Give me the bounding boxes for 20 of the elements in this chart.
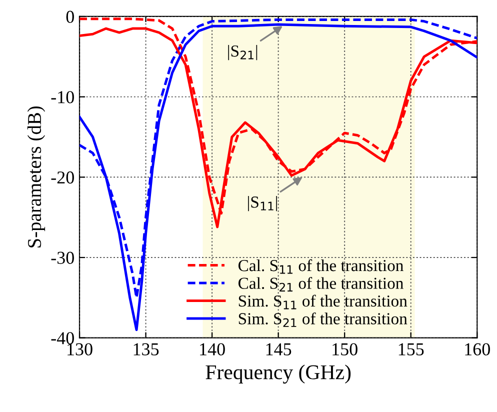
x-tick-label: 135	[134, 343, 159, 356]
y-tick-label: -30	[51, 252, 74, 264]
legend-label: Cal. S$_{11}$ of the transition	[238, 259, 404, 274]
x-tick-label: 155	[398, 343, 424, 356]
y-axis-title: S-parameters (dB)	[27, 106, 46, 248]
x-axis-title: Frequency (GHz)	[206, 364, 351, 384]
x-tick-label: 145	[266, 343, 292, 356]
annotation: |S$_{21}$|	[228, 44, 258, 60]
legend-label: Sim. S$_{21}$ of the transition	[238, 312, 408, 327]
x-tick-label: 130	[68, 343, 92, 356]
x-tick-label: 160	[465, 343, 490, 356]
y-tick-label: -20	[51, 171, 74, 184]
y-tick-label: -10	[51, 91, 74, 104]
legend-label: Cal. S$_{21}$ of the transition	[238, 277, 404, 292]
annotation: |S$_{11}$|	[248, 196, 277, 212]
y-tick-label: -40	[51, 332, 74, 344]
x-tick-label: 150	[332, 343, 358, 356]
y-tick-label: 0	[66, 10, 74, 23]
x-tick-label: 140	[200, 343, 225, 356]
legend-label: Sim. S$_{11}$ of the transition	[238, 294, 408, 310]
